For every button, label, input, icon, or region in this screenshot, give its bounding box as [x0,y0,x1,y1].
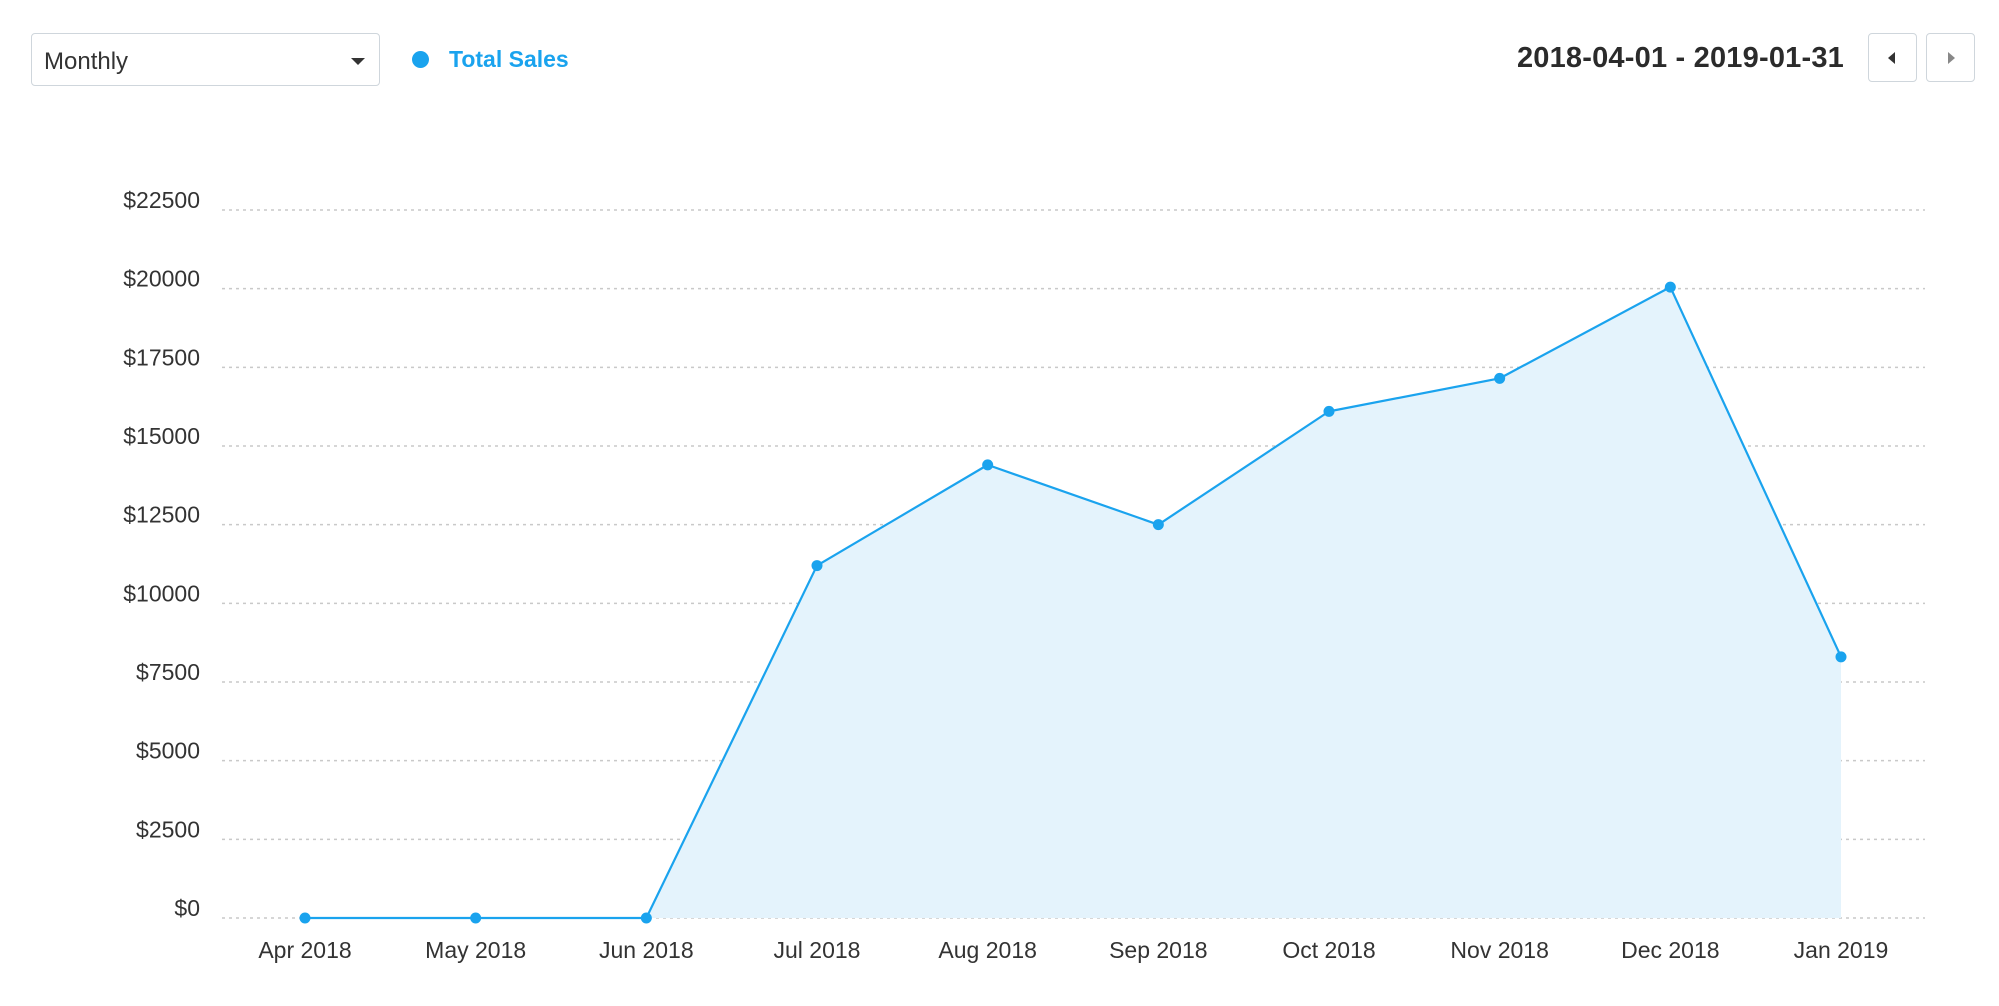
data-point [1664,281,1676,293]
y-tick-label: $2500 [136,816,200,842]
x-tick-label: Oct 2018 [1282,937,1375,963]
data-point [470,912,482,924]
x-tick-label: May 2018 [425,937,526,963]
y-tick-label: $17500 [123,344,200,370]
legend-dot-icon [412,50,429,68]
y-tick-label: $7500 [136,659,200,685]
y-tick-label: $15000 [123,423,200,449]
legend-label: Total Sales [449,45,569,72]
series-area [646,287,1842,918]
data-point [811,560,823,572]
previous-period-button[interactable] [1868,33,1917,82]
next-period-button[interactable] [1926,33,1975,82]
data-point [1323,405,1335,417]
x-tick-label: Jun 2018 [599,937,694,963]
data-point [1152,519,1164,531]
data-point [299,912,311,924]
series-line [305,285,1842,920]
y-tick-label: $0 [174,895,200,921]
chart-legend: Total Sales [412,44,569,74]
x-tick-label: Sep 2018 [1109,937,1207,963]
date-range-label: 2018-04-01 - 2019-01-31 [1516,42,1844,74]
x-tick-label: Jul 2018 [774,937,861,963]
period-select[interactable]: Monthly [31,33,380,86]
y-tick-label: $12500 [123,502,200,528]
y-tick-label: $22500 [123,187,200,213]
x-tick-label: Aug 2018 [938,937,1036,963]
data-point [640,912,652,924]
data-point [1835,651,1847,663]
data-point [982,459,994,471]
chevron-down-icon [351,58,365,65]
data-point [1494,372,1506,384]
x-tick-label: Dec 2018 [1621,937,1719,963]
x-tick-label: Jan 2019 [1794,937,1889,963]
caret-right-icon [1948,52,1955,64]
y-tick-label: $5000 [136,738,200,764]
x-tick-label: Nov 2018 [1450,937,1548,963]
y-tick-label: $20000 [123,266,200,292]
x-tick-label: Apr 2018 [258,937,351,963]
y-tick-label: $10000 [123,580,200,606]
caret-left-icon [1888,52,1895,64]
period-select-value: Monthly [44,48,129,75]
